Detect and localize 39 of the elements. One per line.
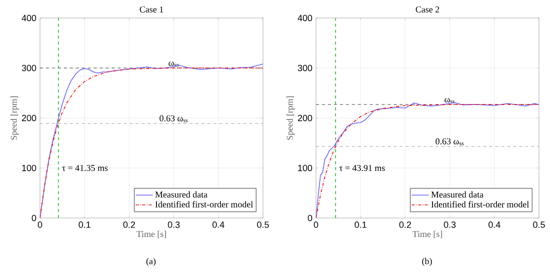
x-tick-label: 0.3 [168, 222, 180, 228]
ref-line-label: ω$_{ss}$ [444, 98, 455, 104]
x-tick-label: 0 [38, 222, 42, 228]
x-axis-title: Time [s] [136, 230, 166, 238]
y-tick-label: 100 [298, 164, 312, 172]
x-tick-label: 0.1 [78, 222, 90, 228]
x-tick-label: 0.2 [399, 222, 411, 228]
text: (b) [422, 258, 432, 266]
y-tick-label: 0 [308, 214, 312, 222]
x-tick-label: 0.1 [354, 222, 366, 228]
y-tick-label: 400 [22, 14, 36, 22]
y-tick-label: 200 [22, 114, 36, 122]
legend-label: Measured data [431, 191, 484, 198]
y-tick-label: 100 [22, 164, 36, 172]
x-tick-label: 0.4 [488, 222, 500, 228]
y-tick-label: 200 [298, 114, 312, 122]
y-tick-label: 300 [22, 64, 36, 72]
x-tick-label: 0 [314, 222, 318, 228]
chart-title: Case 1 [140, 6, 164, 12]
y-tick-label: 300 [298, 64, 312, 72]
ref-line-label: 0.63 ω$_{ss}$ [160, 115, 188, 122]
y-tick-label: 400 [298, 14, 312, 22]
y-axis-title: Speed [rpm] [10, 96, 19, 140]
chart-title: Case 2 [416, 6, 440, 12]
x-axis-title: Time [s] [412, 230, 442, 238]
text: (a) [146, 258, 156, 266]
ref-line-label: 0.63 ω$_{ss}$ [436, 138, 464, 146]
legend-label: Identified first-order model [155, 201, 253, 208]
x-tick-label: 0.2 [123, 222, 135, 228]
y-axis-title: Speed [rpm] [286, 96, 295, 140]
x-tick-label: 0.4 [212, 222, 224, 228]
ref-line-label: τ = 43.91 ms [339, 164, 385, 172]
legend-label: Measured data [155, 191, 208, 198]
y-tick-label: 0 [32, 214, 36, 222]
legend-label: Identified first-order model [431, 201, 529, 208]
x-tick-label: 0.5 [533, 222, 545, 228]
x-tick-label: 0.3 [444, 222, 456, 228]
x-tick-label: 0.5 [257, 222, 269, 228]
ref-line-label: τ = 41.35 ms [62, 164, 108, 172]
